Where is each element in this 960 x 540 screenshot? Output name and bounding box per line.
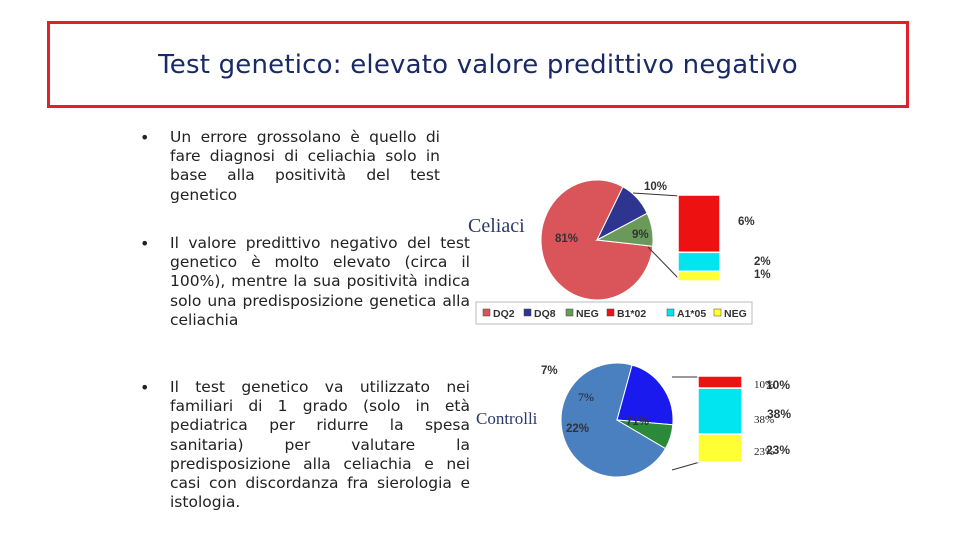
pie-slice-neg bbox=[595, 212, 654, 247]
controlli-pie bbox=[560, 362, 674, 478]
bar-label-1: 1% bbox=[754, 269, 771, 281]
bar-label-2: 2% bbox=[754, 256, 771, 268]
controlli-connector-bottom bbox=[671, 461, 701, 471]
bar-segment-23 bbox=[697, 433, 743, 463]
legend-label-5: NEG bbox=[724, 308, 747, 320]
bullet-item-1: Un errore grossolano è quello di fare di… bbox=[140, 128, 440, 205]
bar-label-6: 6% bbox=[738, 216, 755, 228]
celiaci-labels: 81% 10% 9% 6% 2%1% bbox=[555, 181, 771, 281]
pie-label-71: 71% bbox=[626, 416, 649, 428]
celiaci-connector-bottom bbox=[647, 246, 681, 281]
slide-title: Test genetico: elevato valore predittivo… bbox=[158, 49, 798, 80]
legend-swatch-0 bbox=[482, 308, 491, 317]
title-box: Test genetico: elevato valore predittivo… bbox=[47, 21, 909, 108]
pie-slice-22 bbox=[616, 364, 674, 426]
pie-label-9: 9% bbox=[632, 229, 649, 241]
pie-label-81: 81% bbox=[555, 233, 578, 245]
pie-label-22: 22% bbox=[566, 423, 589, 435]
pie-label-10: 10% bbox=[644, 181, 667, 193]
celiaci-chart-title: Celiaci bbox=[468, 215, 525, 237]
controlli-breakdown-bar bbox=[697, 375, 743, 463]
controlli-chart-title: Controlli bbox=[476, 409, 538, 428]
legend-swatch-5 bbox=[713, 308, 722, 317]
legend-label-2: NEG bbox=[576, 308, 599, 320]
bar-segment-a1-05 bbox=[677, 251, 721, 273]
celiaci-pie bbox=[540, 179, 654, 301]
pie-slice-7 bbox=[616, 419, 674, 450]
bar-segment-38 bbox=[697, 387, 743, 435]
bar-label-38: 38% bbox=[767, 407, 791, 421]
celiaci-connector-top bbox=[632, 192, 681, 197]
controlli-labels: 7% 7% 22% 71% 10%10% 38%38% 23%23% bbox=[541, 365, 791, 458]
celiaci-breakdown-bar bbox=[677, 194, 721, 282]
legend-label-0: DQ2 bbox=[493, 308, 515, 320]
pie-label-7-outer: 7% bbox=[541, 365, 558, 377]
pie-slice-71 bbox=[560, 362, 667, 478]
bullet-item-3: Il test genetico va utilizzato nei famil… bbox=[140, 378, 470, 512]
legend-swatch-2 bbox=[565, 308, 574, 317]
bar-label-38-plain: 38% bbox=[754, 414, 774, 426]
bullet-list: Un errore grossolano è quello di fare di… bbox=[140, 128, 470, 511]
bullet-item-2: Il valore predittivo negativo del test g… bbox=[140, 234, 470, 330]
bar-segment-10 bbox=[697, 375, 743, 389]
pie-label-7-inner: 7% bbox=[578, 390, 594, 404]
bar-label-23-plain: 23% bbox=[754, 446, 774, 458]
bar-label-10-plain: 10% bbox=[754, 379, 774, 391]
legend-swatch-4 bbox=[666, 308, 675, 317]
legend-swatch-3 bbox=[606, 308, 615, 317]
bar-label-23: 23% bbox=[766, 443, 790, 457]
bar-segment-b1-02 bbox=[677, 194, 721, 254]
bar-label-10: 10% bbox=[766, 378, 790, 392]
bar-segment-neg bbox=[677, 270, 721, 282]
legend-label-3: B1*02 bbox=[617, 308, 646, 320]
legend-swatch-1 bbox=[523, 308, 532, 317]
celiaci-legend: DQ2 DQ8 NEG B1*02 A1*05 NEG bbox=[482, 308, 747, 320]
legend-label-1: DQ8 bbox=[534, 308, 556, 320]
legend-label-4: A1*05 bbox=[677, 308, 706, 320]
